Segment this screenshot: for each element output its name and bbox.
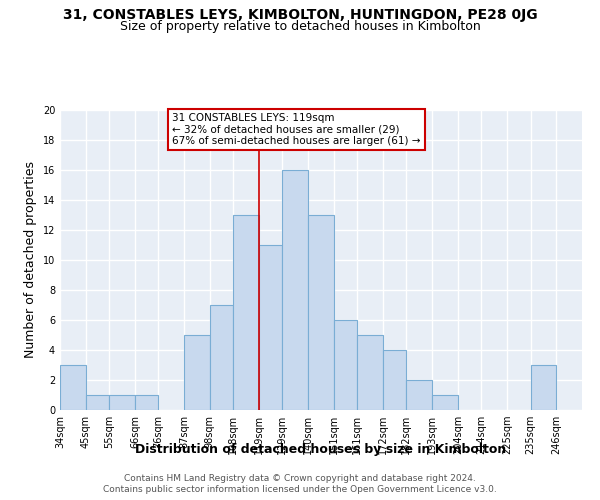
Bar [86, 395, 109, 410]
Bar [357, 335, 383, 410]
Text: Contains public sector information licensed under the Open Government Licence v3: Contains public sector information licen… [103, 485, 497, 494]
Bar [60, 365, 86, 410]
Text: 31, CONSTABLES LEYS, KIMBOLTON, HUNTINGDON, PE28 0JG: 31, CONSTABLES LEYS, KIMBOLTON, HUNTINGD… [62, 8, 538, 22]
Bar [383, 350, 406, 410]
Text: Size of property relative to detached houses in Kimbolton: Size of property relative to detached ho… [119, 20, 481, 33]
Bar [530, 365, 556, 410]
Bar [432, 395, 458, 410]
Bar [334, 320, 357, 410]
Bar [109, 395, 135, 410]
Bar [135, 395, 158, 410]
Bar [184, 335, 210, 410]
Bar [233, 215, 259, 410]
Y-axis label: Number of detached properties: Number of detached properties [24, 162, 37, 358]
Bar [406, 380, 432, 410]
Bar [308, 215, 334, 410]
Text: Distribution of detached houses by size in Kimbolton: Distribution of detached houses by size … [136, 442, 506, 456]
Text: Contains HM Land Registry data © Crown copyright and database right 2024.: Contains HM Land Registry data © Crown c… [124, 474, 476, 483]
Bar [210, 305, 233, 410]
Text: 31 CONSTABLES LEYS: 119sqm
← 32% of detached houses are smaller (29)
67% of semi: 31 CONSTABLES LEYS: 119sqm ← 32% of deta… [172, 113, 421, 146]
Bar [283, 170, 308, 410]
Bar [259, 245, 283, 410]
